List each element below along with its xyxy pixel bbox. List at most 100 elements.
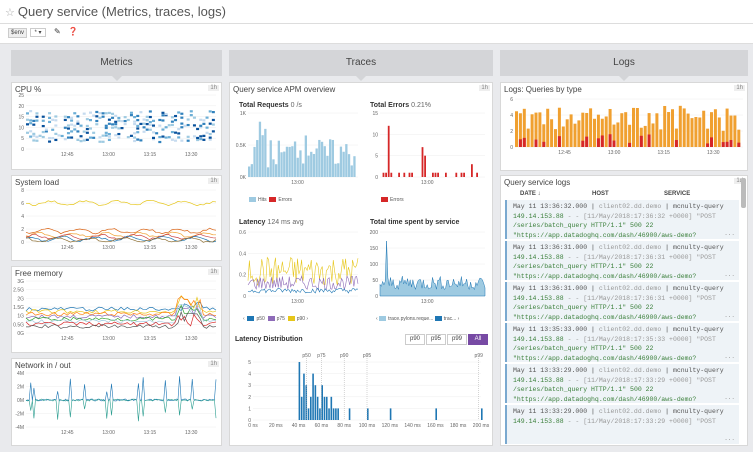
latency-chart: 0.6 0.4 0.2 0 13:00 xyxy=(239,230,359,305)
y-tick-label: 1.5G xyxy=(13,305,24,311)
more-icon[interactable]: ... xyxy=(724,229,735,237)
y-tick-label: 0.4 xyxy=(239,251,246,257)
cpu-cell xyxy=(180,139,184,142)
log-svc: mcnulty-query xyxy=(672,244,724,251)
y-tick-label: 0.5G xyxy=(13,322,24,328)
cpu-cell xyxy=(104,131,108,134)
hits-bar xyxy=(275,164,278,177)
network-timeframe[interactable]: 1h xyxy=(208,361,219,367)
y-tick-label: 5 xyxy=(248,360,251,366)
host-column[interactable]: HOST xyxy=(592,191,609,197)
logs-stream-timeframe[interactable]: 1d xyxy=(734,178,745,184)
cpu-cell xyxy=(35,112,39,115)
logs-scrollbar[interactable] xyxy=(741,178,746,208)
variable-select[interactable]: * ▾ xyxy=(30,28,46,37)
error-bar xyxy=(390,172,393,177)
log-entry[interactable]: May 11 13:36:31.000 | client02.dd.demo |… xyxy=(505,282,739,321)
log-entry[interactable]: May 11 13:33:29.000 | client02.dd.demo |… xyxy=(505,364,739,403)
cpu-cell xyxy=(192,116,196,119)
cpu-cell xyxy=(192,124,196,127)
cpu-cell xyxy=(63,138,67,141)
hits-bar xyxy=(323,146,326,177)
load-title: System load xyxy=(15,178,60,187)
memory-chart: 3G 2.5G 2G 1.5G 1G 0.5G 0G 12:45 13:00 13:15 13:30 xyxy=(13,279,217,342)
more-icon[interactable]: ... xyxy=(724,311,735,319)
y-tick-label: 100 xyxy=(370,262,379,268)
cpu-cell xyxy=(186,118,190,121)
more-icon[interactable]: ... xyxy=(724,434,735,442)
cpu-cell xyxy=(89,136,92,139)
apm-timeframe[interactable]: 1h xyxy=(479,85,490,91)
cpu-cell xyxy=(158,135,162,139)
errors-label-text: Total Errors xyxy=(370,102,410,109)
logs-bar xyxy=(534,112,538,147)
y-tick-label: -2M xyxy=(15,412,24,418)
p75-legend: p75 xyxy=(276,316,285,322)
logs-error-bar xyxy=(522,137,526,147)
latency-distribution-bar xyxy=(435,408,437,420)
log-entry[interactable]: May 11 13:33:29.000 | client02.dd.demo |… xyxy=(505,405,739,444)
log-host: client02.dd.demo xyxy=(598,244,662,251)
requests-chart: 1K 0.5K 0K 13:00 xyxy=(236,111,358,186)
logs-bar xyxy=(733,115,737,147)
y-tick-label: 50 xyxy=(372,278,378,284)
percentile-label: p50 xyxy=(302,353,311,359)
cpu-cell xyxy=(136,124,140,128)
log-entry[interactable]: May 11 13:36:32.000 | client02.dd.demo |… xyxy=(505,200,739,239)
cpu-cell xyxy=(145,115,149,118)
network-series xyxy=(25,398,217,422)
more-icon[interactable]: ... xyxy=(724,270,735,278)
log-entry[interactable]: May 11 13:35:33.000 | client02.dd.demo |… xyxy=(505,323,739,362)
more-icon[interactable]: ... xyxy=(724,393,735,401)
cpu-cell xyxy=(85,118,89,121)
p50-swatch xyxy=(247,316,255,322)
y-tick-label: 2.5G xyxy=(13,288,24,294)
cpu-cell xyxy=(89,111,92,114)
cpu-cell xyxy=(92,136,96,139)
cpu-cell xyxy=(136,131,140,134)
header: ☆ Query service (Metrics, traces, logs) xyxy=(0,0,753,24)
cpu-cell xyxy=(73,128,77,131)
cpu-timeframe[interactable]: 1h xyxy=(208,85,219,91)
cpu-cell xyxy=(155,132,159,135)
hits-bar xyxy=(304,135,307,177)
cpu-cell xyxy=(107,118,111,121)
x-tick-label: 100 ms xyxy=(359,423,376,429)
all-button[interactable]: All xyxy=(468,334,488,345)
cpu-cell xyxy=(142,122,146,125)
p95-button[interactable]: p95 xyxy=(426,334,446,345)
latency-value: 124 ms avg xyxy=(267,219,304,226)
x-tick-label: 180 ms xyxy=(450,423,467,429)
date-column[interactable]: DATE ↓ xyxy=(520,191,541,197)
load-timeframe[interactable]: 1h xyxy=(208,178,219,184)
log-host: client02.dd.demo xyxy=(598,408,662,415)
p99-button[interactable]: p99 xyxy=(447,334,467,345)
log-entry[interactable]: May 11 13:36:31.000 | client02.dd.demo |… xyxy=(505,241,739,280)
y-tick-label: 25 xyxy=(18,93,24,99)
cpu-cell xyxy=(114,114,118,117)
cpu-cell xyxy=(66,127,70,130)
logs-bar xyxy=(554,129,557,147)
network-chart: 4M 2M 0M -2M -4M 12:45 13:00 13:15 13:30 xyxy=(15,371,217,436)
latency-distribution-bar xyxy=(305,385,308,420)
memory-timeframe[interactable]: 1h xyxy=(208,269,219,275)
logs-chart-timeframe[interactable]: 1h xyxy=(734,85,745,91)
latency-distribution-bar xyxy=(330,396,333,420)
logs-bar xyxy=(729,115,733,147)
edit-icon[interactable]: ✎ xyxy=(54,27,61,36)
more-icon[interactable]: ... xyxy=(724,352,735,360)
memory-series xyxy=(25,303,217,324)
service-column[interactable]: SERVICE xyxy=(664,191,691,197)
star-icon[interactable]: ☆ xyxy=(5,7,15,19)
x-tick-label: 13:00 xyxy=(102,336,115,342)
cpu-cell xyxy=(136,138,140,141)
cpu-cell xyxy=(26,123,29,126)
log-svc: mcnulty-query xyxy=(672,367,724,374)
latency-distribution-bar xyxy=(323,396,326,420)
cpu-cell xyxy=(161,135,165,138)
y-tick-label: 15 xyxy=(372,111,378,117)
logs-bar xyxy=(593,118,596,147)
help-icon[interactable]: ❓ xyxy=(68,27,78,36)
p90-button[interactable]: p90 xyxy=(405,334,425,345)
hits-bar xyxy=(266,167,270,177)
